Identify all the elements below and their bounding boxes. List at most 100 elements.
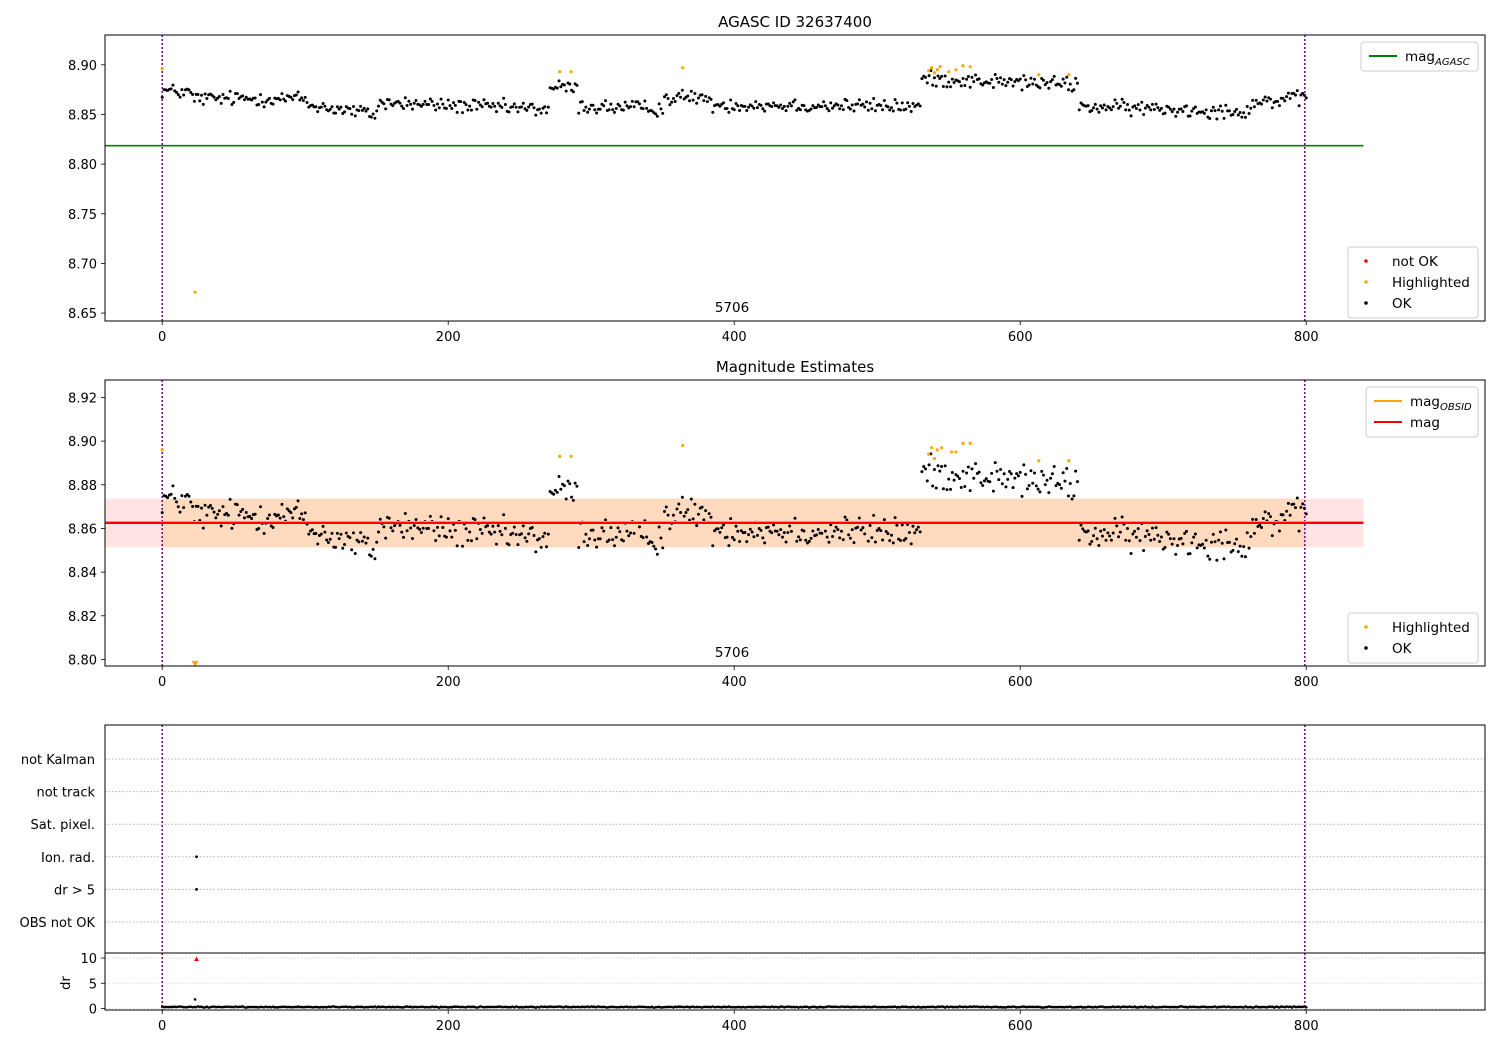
agasc-ok-point <box>1152 107 1156 111</box>
mag-ok-point <box>831 535 835 539</box>
agasc-ok-point <box>1127 108 1131 112</box>
mag-ok-point <box>807 539 811 543</box>
agasc-ok-point <box>294 93 298 97</box>
mag-ok-point <box>328 537 332 541</box>
mag-ok-point <box>999 468 1003 472</box>
agasc-ok-point <box>191 93 195 97</box>
agasc-ok-point <box>176 93 180 97</box>
agasc-bottom-legend-dot-swatch <box>1364 301 1368 305</box>
agasc-ok-point <box>212 95 216 99</box>
agasc-ok-point <box>1233 109 1237 113</box>
mag-ok-point <box>480 531 484 535</box>
mag-ok-point <box>478 527 482 531</box>
mag-ok-point <box>1058 483 1062 487</box>
mag-ok-point <box>330 531 334 535</box>
mag-ok-point <box>584 532 588 536</box>
dr-point <box>223 1005 227 1009</box>
mag-ok-point <box>1033 471 1037 475</box>
agasc-ok-point <box>696 96 700 100</box>
mag-estimates-xtick-label: 0 <box>158 675 166 690</box>
mag-ok-point <box>721 523 725 527</box>
agasc-ok-point <box>931 83 935 87</box>
agasc-ok-point <box>437 106 441 110</box>
mag-ok-point <box>1238 544 1242 548</box>
mag-ok-point <box>1127 539 1131 543</box>
mag-ok-point <box>916 525 920 529</box>
agasc-ok-point <box>201 102 205 106</box>
mag-ok-point <box>282 515 286 519</box>
agasc-ok-point <box>1104 108 1108 112</box>
mag-ok-point <box>947 477 951 481</box>
mag-ok-point <box>1288 513 1292 517</box>
mag-ok-point <box>496 524 500 528</box>
agasc-ok-point <box>1125 103 1129 107</box>
mag-ok-point <box>627 534 631 538</box>
agasc-ok-point <box>543 105 547 109</box>
agasc-ok-point <box>705 100 709 104</box>
agasc-ytick-label: 8.65 <box>68 307 97 322</box>
agasc-ok-point <box>754 100 758 104</box>
mag-ok-point <box>747 533 751 537</box>
flags-category-label: Sat. pixel. <box>31 818 95 833</box>
mag-bottom-legend-label: Highlighted <box>1392 620 1470 636</box>
mag-ok-point <box>863 532 867 536</box>
dr-panel: 0 200 400 600 800 0 5 10 dr <box>59 952 1486 1034</box>
mag-ok-point <box>562 484 566 488</box>
mag-ok-point <box>1102 528 1106 532</box>
mag-ok-point <box>932 468 936 472</box>
mag-ok-point <box>351 531 355 535</box>
mag-ok-point <box>875 528 879 532</box>
mag-ok-point <box>616 526 620 530</box>
agasc-ok-point <box>1215 117 1219 121</box>
mag-ok-point <box>439 515 443 519</box>
agasc-highlighted-point <box>932 71 937 75</box>
agasc-ok-point <box>228 89 232 93</box>
mag-ok-point <box>1086 529 1090 533</box>
agasc-ok-point <box>1297 104 1301 108</box>
mag-ok-point <box>1109 538 1113 542</box>
agasc-ok-point <box>330 105 334 109</box>
mag-ok-point <box>1117 535 1121 539</box>
mag-ok-point <box>166 496 170 500</box>
mag-ok-point <box>963 485 967 489</box>
agasc-ok-point <box>750 104 754 108</box>
agasc-ok-point <box>791 100 795 104</box>
agasc-bottom-legend-dot-swatch <box>1364 280 1368 284</box>
mag-ok-point <box>959 486 963 490</box>
agasc-ok-point <box>267 96 271 100</box>
mag-ok-point <box>555 490 559 494</box>
mag-ok-point <box>169 492 173 496</box>
agasc-ok-point <box>412 101 416 105</box>
mag-ok-point <box>637 525 641 529</box>
mag-ok-point <box>1285 509 1289 513</box>
mag-ok-point <box>823 529 827 533</box>
agasc-ok-point <box>857 98 861 102</box>
agasc-ok-point <box>1124 108 1128 112</box>
dr-point <box>250 1005 253 1009</box>
agasc-ok-point <box>991 86 995 90</box>
mag-ok-point <box>502 513 506 517</box>
agasc-ok-point <box>811 104 815 108</box>
mag-ok-point <box>326 540 330 544</box>
agasc-ok-point <box>934 84 938 88</box>
mag-ok-point <box>856 525 860 529</box>
mag-ok-point <box>398 523 402 527</box>
mag-ok-point <box>890 533 894 537</box>
agasc-ok-point <box>664 93 668 97</box>
agasc-ok-point <box>891 109 895 113</box>
mag-ok-point <box>435 525 439 529</box>
mag-ok-point <box>591 528 595 532</box>
agasc-ok-point <box>1075 81 1079 85</box>
mag-ok-point <box>543 531 547 535</box>
mag-ok-point <box>968 489 972 493</box>
mag-ok-point <box>1040 469 1044 473</box>
flags-point <box>195 855 198 859</box>
agasc-ok-point <box>906 101 910 105</box>
agasc-ok-point <box>1167 105 1171 109</box>
mag-ok-point <box>530 526 534 530</box>
mag-highlighted-point <box>939 446 944 450</box>
agasc-ok-point <box>945 85 949 89</box>
agasc-ok-point <box>409 102 413 106</box>
mag-ok-point <box>666 513 670 517</box>
agasc-ok-point <box>1188 114 1192 118</box>
